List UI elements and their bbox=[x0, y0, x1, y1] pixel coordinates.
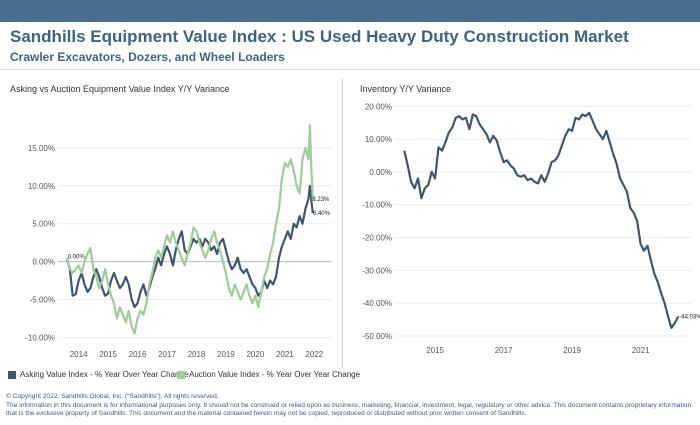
x-tick-label: 2014 bbox=[70, 350, 88, 359]
y-tick-label: -20.00% bbox=[362, 234, 392, 243]
y-tick-label: -30.00% bbox=[362, 266, 392, 275]
y-tick-label: -50.00% bbox=[362, 332, 392, 341]
x-tick-label: 2016 bbox=[129, 350, 147, 359]
x-tick-label: 2019 bbox=[563, 346, 581, 355]
y-tick-label: 0.00% bbox=[369, 168, 392, 177]
footer-disclaimer: The information in this document is for … bbox=[6, 401, 692, 418]
series-line bbox=[65, 184, 314, 309]
y-tick-label: -40.00% bbox=[362, 299, 392, 308]
y-tick-label: 10.00% bbox=[28, 182, 55, 191]
y-tick-label: 20.00% bbox=[365, 102, 392, 111]
y-tick-label: 10.00% bbox=[365, 135, 392, 144]
left-chart-title: Asking vs Auction Equipment Value Index … bbox=[10, 84, 230, 94]
chart-separator bbox=[342, 78, 343, 368]
y-tick-label: -5.00% bbox=[30, 296, 55, 305]
page-subtitle: Crawler Excavators, Dozers, and Wheel Lo… bbox=[10, 50, 285, 64]
x-tick-label: 2020 bbox=[246, 350, 264, 359]
x-tick-label: 2021 bbox=[632, 346, 650, 355]
y-tick-label: -10.00% bbox=[25, 333, 55, 342]
series-line bbox=[65, 124, 314, 335]
data-label: 6.40% bbox=[313, 211, 331, 217]
x-tick-label: 2021 bbox=[276, 350, 294, 359]
legend-asking: Asking Value Index - % Year Over Year Ch… bbox=[8, 370, 188, 379]
footer: © Copyright 2022, Sandhills Global, Inc.… bbox=[6, 393, 696, 419]
data-label: -44.03% bbox=[679, 314, 700, 320]
legend-auction-swatch bbox=[177, 370, 185, 379]
legend-auction-label: Auction Value Index - % Year Over Year C… bbox=[189, 370, 361, 379]
legend-asking-swatch bbox=[8, 370, 16, 379]
page-title: Sandhills Equipment Value Index : US Use… bbox=[10, 27, 629, 46]
x-tick-label: 2018 bbox=[188, 350, 206, 359]
inventory-chart: -50.00% -40.00% -30.00% -20.00% -10.00% 0.00%… bbox=[362, 102, 700, 355]
footer-copyright: © Copyright 2022, Sandhills Global, Inc.… bbox=[6, 393, 219, 400]
header-divider bbox=[0, 69, 700, 70]
x-tick-label: 2015 bbox=[99, 350, 117, 359]
legend-auction: Auction Value Index - % Year Over Year C… bbox=[177, 370, 360, 379]
data-label: 0.00% bbox=[68, 255, 86, 261]
series-line bbox=[403, 111, 680, 329]
header-bar bbox=[0, 0, 700, 22]
y-tick-label: 0.00% bbox=[32, 258, 55, 267]
x-tick-label: 2015 bbox=[426, 346, 444, 355]
legend-asking-label: Asking Value Index - % Year Over Year Ch… bbox=[20, 370, 189, 379]
y-tick-label: 15.00% bbox=[28, 144, 55, 153]
y-tick-label: 5.00% bbox=[32, 220, 55, 229]
x-tick-label: 2019 bbox=[217, 350, 235, 359]
x-tick-label: 2022 bbox=[305, 350, 323, 359]
asking-vs-auction-chart: -10.00% -5.00% 0.00% 5.00% 10.00% 15.00% 2014 2… bbox=[25, 124, 332, 359]
y-tick-label: -10.00% bbox=[362, 201, 392, 210]
x-tick-label: 2017 bbox=[495, 346, 513, 355]
data-label: 8.23% bbox=[312, 197, 330, 203]
x-tick-label: 2017 bbox=[158, 350, 176, 359]
right-chart-title: Inventory Y/Y Variance bbox=[360, 84, 452, 94]
